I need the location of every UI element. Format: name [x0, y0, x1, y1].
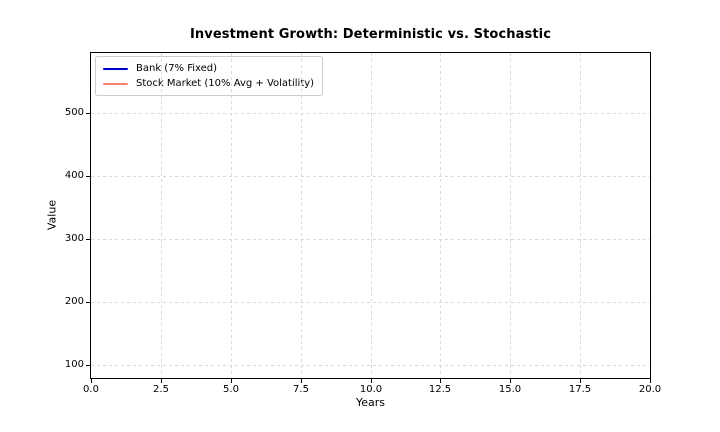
plot-area: Bank (7% Fixed) Stock Market (10% Avg + V…: [90, 52, 651, 379]
x-tick-mark: [161, 379, 162, 383]
y-axis-label: Value: [45, 199, 59, 231]
x-tick-mark: [580, 379, 581, 383]
y-gridline: [91, 239, 650, 240]
y-tick-mark: [86, 239, 90, 240]
x-tick-mark: [510, 379, 511, 383]
y-gridline: [91, 176, 650, 177]
legend-item-label: Stock Market (10% Avg + Volatility): [136, 78, 315, 89]
legend-item: Bank (7% Fixed): [103, 61, 314, 76]
x-gridline: [161, 53, 162, 378]
legend-item: Stock Market (10% Avg + Volatility): [103, 76, 314, 91]
y-tick-mark: [86, 302, 90, 303]
x-gridline: [301, 53, 302, 378]
x-gridline: [371, 53, 372, 378]
y-tick-mark: [86, 176, 90, 177]
x-tick-label: 7.5: [293, 384, 309, 395]
y-gridline: [91, 113, 650, 114]
y-tick-mark: [86, 113, 90, 114]
y-tick-label: 300: [64, 233, 84, 244]
y-gridline: [91, 302, 650, 303]
x-tick-label: 12.5: [428, 384, 452, 395]
y-tick-mark: [86, 365, 90, 366]
x-tick-mark: [650, 379, 651, 383]
y-tick-label: 200: [64, 296, 84, 307]
y-tick-label: 400: [64, 170, 84, 181]
x-tick-mark: [231, 379, 232, 383]
x-gridline: [580, 53, 581, 378]
x-tick-mark: [91, 379, 92, 383]
x-gridline: [440, 53, 441, 378]
x-tick-label: 10.0: [359, 384, 383, 395]
x-tick-mark: [301, 379, 302, 383]
x-gridline: [231, 53, 232, 378]
x-tick-label: 5.0: [223, 384, 239, 395]
x-tick-mark: [440, 379, 441, 383]
y-tick-label: 100: [64, 359, 84, 370]
x-tick-label: 15.0: [498, 384, 522, 395]
x-axis-label: Years: [355, 396, 386, 409]
y-tick-label: 500: [64, 107, 84, 118]
y-gridline: [91, 365, 650, 366]
x-gridline: [510, 53, 511, 378]
chart-title: Investment Growth: Deterministic vs. Sto…: [189, 27, 552, 42]
legend-item-label: Bank (7% Fixed): [136, 63, 218, 74]
x-tick-label: 20.0: [638, 384, 662, 395]
x-tick-mark: [371, 379, 372, 383]
legend: Bank (7% Fixed) Stock Market (10% Avg + V…: [95, 56, 324, 96]
x-tick-label: 0.0: [83, 384, 99, 395]
x-tick-label: 17.5: [568, 384, 592, 395]
x-tick-label: 2.5: [153, 384, 169, 395]
legend-line-sample: [103, 82, 128, 85]
legend-line-sample: [103, 67, 128, 70]
